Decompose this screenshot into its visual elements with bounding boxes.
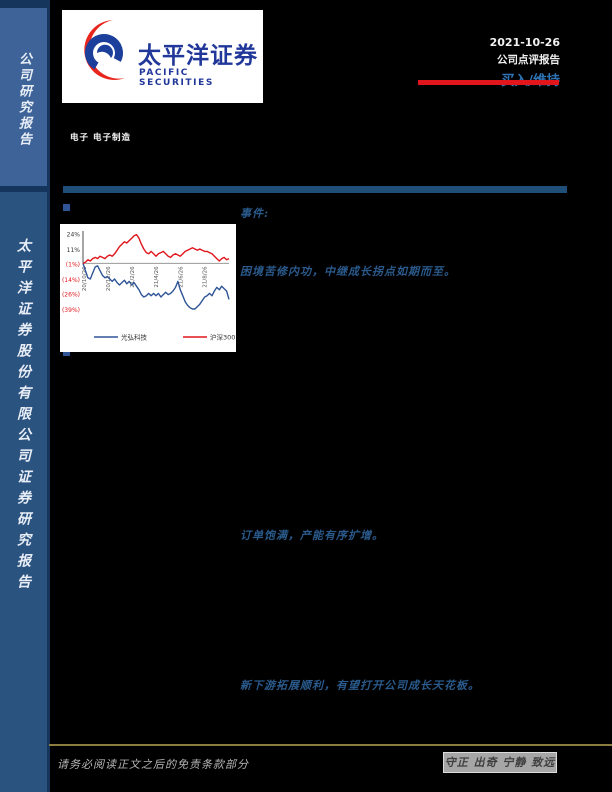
sidebar-company-banner: 太平洋证券股份有限公司证券研究报告: [0, 192, 47, 792]
svg-text:20/10/26: 20/10/26: [82, 266, 88, 291]
svg-text:沪深300: 沪深300: [210, 333, 235, 342]
logo-chinese-name: 太平洋证券: [138, 43, 258, 69]
svg-text:24%: 24%: [67, 232, 81, 239]
svg-text:光弘科技: 光弘科技: [121, 333, 148, 342]
bullet-square-icon: [63, 204, 70, 211]
svg-text:(26%): (26%): [62, 292, 80, 299]
statement-line: 订单饱满，产能有序扩增。: [240, 529, 384, 542]
sector-label: 电子 电子制造: [70, 133, 131, 143]
svg-text:21/2/26: 21/2/26: [130, 266, 136, 288]
sidebar-top-label: 公司研究报告: [16, 52, 31, 148]
footer-rule: [49, 744, 612, 746]
report-type: 公司点评报告: [497, 54, 560, 66]
statement-line: 困境苦修内功，中继成长拐点如期而至。: [240, 265, 456, 278]
statement-line: 新下游拓展顺利，有望打开公司成长天花板。: [240, 679, 480, 692]
report-header: 2021-10-26 公司点评报告 买入/维持: [360, 36, 560, 89]
footer-motto-box: 守正 出奇 宁静 致远: [443, 752, 557, 773]
rating-underline-bar: [418, 80, 559, 85]
report-date: 2021-10-26: [489, 36, 560, 49]
sidebar-bottom-label: 太平洋证券股份有限公司证券研究报告: [15, 238, 31, 595]
price-performance-chart: 24% 11% (1%) (14%) (26%) (39%) 20/10/26 20/12/2…: [60, 224, 236, 352]
svg-text:11%: 11%: [67, 247, 81, 254]
svg-text:21/6/26: 21/6/26: [178, 266, 184, 288]
svg-text:(1%): (1%): [66, 262, 80, 269]
pacific-securities-logo-icon: [84, 20, 125, 80]
svg-text:21/8/26: 21/8/26: [202, 266, 208, 288]
logo-english-name: PACIFIC SECURITIES: [139, 68, 214, 88]
svg-text:(39%): (39%): [62, 307, 80, 314]
brand-logo: 太平洋证券 PACIFIC SECURITIES: [62, 10, 263, 103]
event-heading: 事件:: [240, 207, 270, 220]
sidebar-report-category: 公司研究报告: [0, 8, 47, 186]
logo-blue-comma: [96, 44, 113, 58]
bullet-square-icon: [63, 349, 70, 356]
rating-badge: 买入/维持: [360, 69, 560, 89]
footer-disclaimer: 请务必阅读正文之后的免责条款部分: [57, 758, 249, 771]
header-divider-bar: [63, 186, 567, 193]
svg-text:(14%): (14%): [62, 277, 80, 284]
logo-blue-ring: [84, 34, 123, 72]
svg-text:21/4/26: 21/4/26: [154, 266, 160, 288]
